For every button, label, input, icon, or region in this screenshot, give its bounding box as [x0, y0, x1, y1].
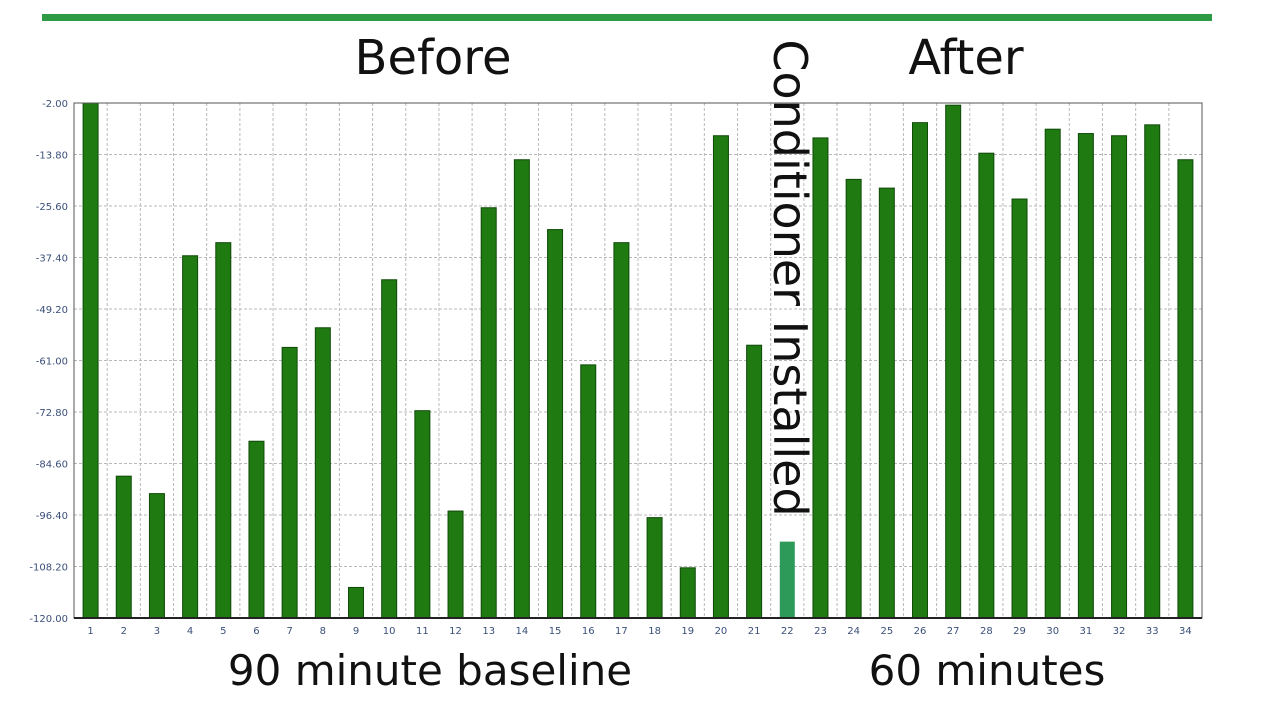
x-tick-label: 16: [582, 626, 595, 637]
x-tick-label: 26: [914, 626, 927, 637]
x-tick-label: 15: [549, 626, 562, 637]
x-tick-label: 24: [847, 626, 860, 637]
bar-6: [248, 440, 265, 619]
y-tick-label: -25.60: [36, 202, 68, 213]
after-duration-label: 60 minutes: [868, 646, 1106, 695]
before-heading: Before: [354, 30, 512, 86]
bar-22: [779, 541, 795, 618]
x-tick-label: 3: [154, 626, 160, 637]
x-tick-label: 18: [648, 626, 661, 637]
y-tick-label: -72.80: [36, 408, 68, 419]
bar-19: [679, 567, 696, 619]
bar-2: [115, 475, 132, 619]
bar-17: [613, 242, 630, 619]
x-tick-label: 4: [187, 626, 193, 637]
bar-14: [513, 159, 530, 619]
bar-13: [480, 207, 497, 619]
bar-25: [878, 187, 895, 619]
x-tick-label: 6: [253, 626, 259, 637]
conditioner-installed-annotation: Conditioner Installed: [763, 39, 817, 517]
bar-11: [414, 410, 431, 619]
bar-1: [82, 102, 99, 619]
x-tick-label: 5: [220, 626, 226, 637]
bar-15: [547, 229, 564, 619]
grid-lines: [73, 102, 1203, 619]
bar-26: [912, 122, 928, 619]
x-tick-label: 32: [1113, 626, 1126, 637]
x-tick-label: 8: [320, 626, 326, 637]
x-tick-label: 29: [1013, 626, 1026, 637]
y-tick-label: -2.00: [42, 99, 68, 110]
x-tick-label: 19: [681, 626, 694, 637]
bar-30: [1044, 128, 1061, 619]
x-tick-label: 30: [1046, 626, 1059, 637]
x-tick-label: 2: [121, 626, 127, 637]
x-tick-label: 7: [286, 626, 292, 637]
x-tick-label: 28: [980, 626, 993, 637]
bar-29: [1011, 198, 1028, 619]
bar-3: [148, 493, 165, 619]
x-tick-label: 1: [87, 626, 93, 637]
bar-34: [1177, 159, 1194, 619]
x-tick-label: 27: [947, 626, 960, 637]
x-tick-label: 11: [416, 626, 429, 637]
bar-12: [447, 510, 464, 619]
axes: [73, 102, 1203, 619]
bar-33: [1144, 124, 1161, 619]
after-heading: After: [908, 30, 1024, 86]
x-tick-label: 23: [814, 626, 827, 637]
bar-4: [182, 255, 199, 619]
bar-27: [945, 104, 962, 619]
y-tick-label: -120.00: [29, 614, 68, 625]
x-tick-label: 20: [715, 626, 728, 637]
x-tick-label: 25: [880, 626, 893, 637]
x-tick-label: 9: [353, 626, 359, 637]
x-tick-label: 21: [748, 626, 761, 637]
bar-18: [646, 517, 663, 619]
x-tick-label: 22: [781, 626, 794, 637]
bar-20: [712, 135, 729, 619]
bar-8: [314, 327, 331, 619]
y-tick-label: -37.40: [36, 254, 68, 265]
bar-5: [215, 242, 232, 619]
bar-10: [381, 279, 398, 619]
y-tick-label: -96.40: [36, 511, 68, 522]
y-tick-label: -61.00: [36, 357, 68, 368]
x-tick-label: 31: [1080, 626, 1093, 637]
y-tick-label: -108.20: [29, 563, 68, 574]
y-tick-labels: -2.00 -13.80 -25.60 -37.40 -49.20 -61.00 -72.8…: [29, 99, 68, 625]
x-tick-label: 33: [1146, 626, 1159, 637]
bar-7: [281, 346, 298, 619]
bars: [82, 102, 1194, 619]
bar-16: [580, 364, 597, 619]
x-tick-labels: 1 2 3 4 5 6 7 8 9 10 11 12 13 14 15 16 17 18 19 20 21 22 23 24 2…: [87, 626, 1191, 637]
y-tick-label: -13.80: [36, 151, 68, 162]
x-tick-label: 14: [516, 626, 529, 637]
x-tick-label: 17: [615, 626, 628, 637]
y-tick-label: -84.60: [36, 460, 68, 471]
bar-9: [348, 586, 364, 619]
bar-21: [746, 344, 763, 619]
bar-24: [845, 178, 862, 619]
x-tick-label: 12: [449, 626, 462, 637]
x-tick-label: 10: [383, 626, 396, 637]
x-tick-label: 13: [482, 626, 495, 637]
bar-31: [1077, 133, 1094, 619]
y-tick-label: -49.20: [36, 305, 68, 316]
x-tick-label: 34: [1179, 626, 1192, 637]
bar-32: [1111, 135, 1128, 619]
bar-28: [978, 152, 995, 619]
baseline-duration-label: 90 minute baseline: [227, 646, 633, 695]
top-divider-bar: [42, 14, 1212, 21]
